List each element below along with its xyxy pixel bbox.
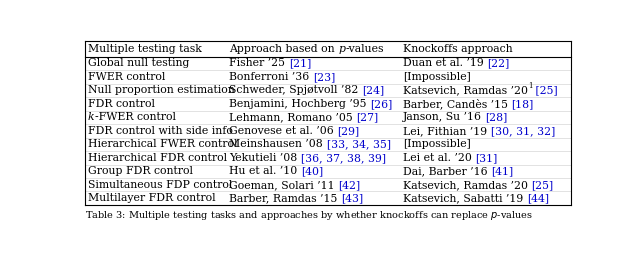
Text: -values: -values [346, 44, 384, 54]
Text: [Impossible]: [Impossible] [403, 139, 470, 149]
Text: [25]: [25] [531, 180, 554, 190]
Text: Yekutieli ’08: Yekutieli ’08 [229, 153, 301, 163]
Text: [41]: [41] [491, 166, 513, 176]
Text: Lei et al. ’20: Lei et al. ’20 [403, 153, 476, 163]
Text: Janson, Su ’16: Janson, Su ’16 [403, 112, 485, 122]
Text: Hu et al. ’10: Hu et al. ’10 [229, 166, 301, 176]
Text: Barber, Ramdas ’15: Barber, Ramdas ’15 [229, 193, 341, 203]
Text: Duan et al. ’19: Duan et al. ’19 [403, 58, 487, 68]
Text: [27]: [27] [356, 112, 379, 122]
Text: Hierarchical FWER control: Hierarchical FWER control [88, 139, 237, 149]
Text: FDR control with side info: FDR control with side info [88, 126, 233, 136]
Text: Benjamini, Hochberg ’95: Benjamini, Hochberg ’95 [229, 99, 371, 109]
Text: Katsevich, Ramdas ’20: Katsevich, Ramdas ’20 [403, 180, 531, 190]
Text: [40]: [40] [301, 166, 323, 176]
Text: [44]: [44] [527, 193, 548, 203]
Text: [26]: [26] [371, 99, 392, 109]
Text: [22]: [22] [487, 58, 509, 68]
Text: Katsevich, Ramdas ’20: Katsevich, Ramdas ’20 [403, 85, 528, 95]
Text: Group FDR control: Group FDR control [88, 166, 193, 176]
Text: p: p [339, 44, 346, 54]
Text: Hierarchical FDR control: Hierarchical FDR control [88, 153, 227, 163]
Text: [24]: [24] [362, 85, 384, 95]
Text: [Impossible]: [Impossible] [403, 72, 470, 82]
Text: -FWER control: -FWER control [95, 112, 175, 122]
Text: Approach based on: Approach based on [229, 44, 339, 54]
Text: Global null testing: Global null testing [88, 58, 189, 68]
Text: Dai, Barber ’16: Dai, Barber ’16 [403, 166, 491, 176]
Text: [18]: [18] [511, 99, 534, 109]
Text: Lehmann, Romano ’05: Lehmann, Romano ’05 [229, 112, 356, 122]
Text: FDR control: FDR control [88, 99, 155, 109]
Text: Multiple testing task: Multiple testing task [88, 44, 202, 54]
Text: Genovese et al. ’06: Genovese et al. ’06 [229, 126, 337, 136]
Text: Table 3: Multiple testing tasks and approaches by whether knockoffs can replace : Table 3: Multiple testing tasks and appr… [85, 209, 533, 222]
Text: Fisher ’25: Fisher ’25 [229, 58, 289, 68]
Text: Goeman, Solari ’11: Goeman, Solari ’11 [229, 180, 339, 190]
Text: [30, 31, 32]: [30, 31, 32] [490, 126, 555, 136]
Text: Schweder, Spjøtvoll ’82: Schweder, Spjøtvoll ’82 [229, 85, 362, 95]
Text: FWER control: FWER control [88, 72, 165, 82]
Text: Lei, Fithian ’19: Lei, Fithian ’19 [403, 126, 490, 136]
Text: [21]: [21] [289, 58, 311, 68]
Text: k: k [88, 112, 95, 122]
Text: 1: 1 [528, 82, 532, 90]
Text: Katsevich, Sabatti ’19: Katsevich, Sabatti ’19 [403, 193, 527, 203]
Text: [23]: [23] [313, 72, 335, 82]
Text: Meinshausen ’08: Meinshausen ’08 [229, 139, 326, 149]
Text: [33, 34, 35]: [33, 34, 35] [326, 139, 390, 149]
Text: Barber, Candès ’15: Barber, Candès ’15 [403, 98, 511, 109]
Text: [43]: [43] [341, 193, 364, 203]
Text: [31]: [31] [476, 153, 497, 163]
Text: Simultaneous FDP control: Simultaneous FDP control [88, 180, 232, 190]
Text: Multilayer FDR control: Multilayer FDR control [88, 193, 216, 203]
Text: [42]: [42] [339, 180, 360, 190]
Text: [25]: [25] [532, 85, 558, 95]
Text: Bonferroni ’36: Bonferroni ’36 [229, 72, 313, 82]
Text: [29]: [29] [337, 126, 360, 136]
Text: Knockoffs approach: Knockoffs approach [403, 44, 513, 54]
Text: Null proportion estimation: Null proportion estimation [88, 85, 235, 95]
Text: [36, 37, 38, 39]: [36, 37, 38, 39] [301, 153, 386, 163]
Text: [28]: [28] [485, 112, 508, 122]
